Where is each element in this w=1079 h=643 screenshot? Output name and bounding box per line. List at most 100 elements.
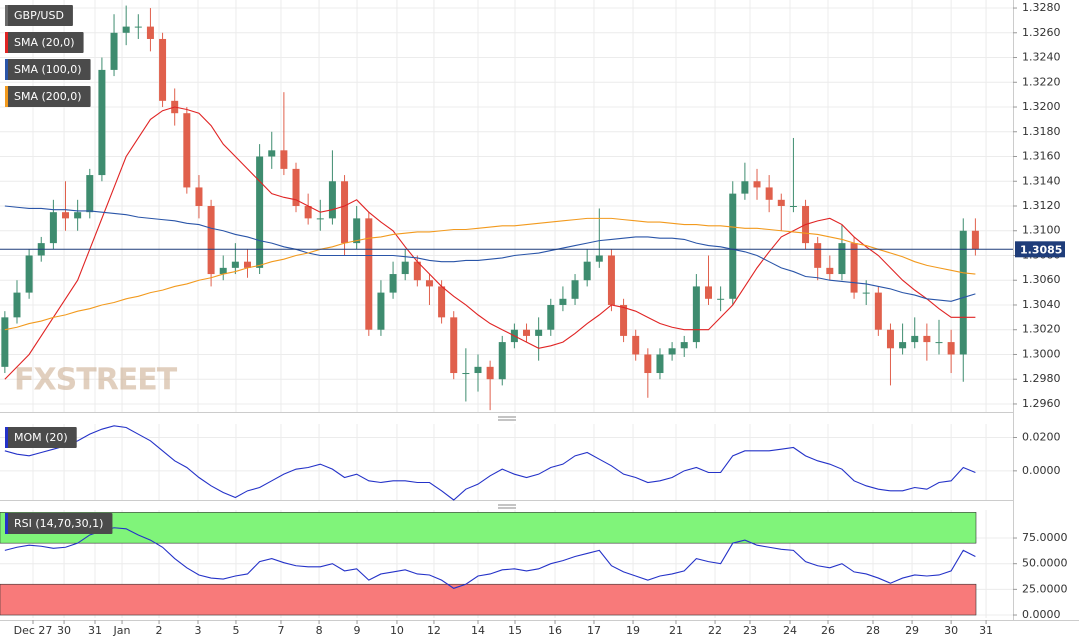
candle-body [523, 329, 531, 336]
candle-body [947, 342, 955, 355]
legend-label: MOM (20) [14, 431, 68, 444]
candle-body [328, 181, 336, 219]
y-tick-label: 1.3060 [1022, 273, 1061, 286]
candle-body [231, 261, 239, 268]
candle-body [365, 218, 373, 330]
x-tick-label: 30 [944, 624, 958, 637]
legend-stripe [5, 5, 8, 26]
candle-body [219, 267, 227, 275]
candle-body [450, 317, 458, 374]
x-tick-label: 26 [821, 624, 835, 637]
candle-body [595, 255, 603, 262]
y-tick-label: 0.0000 [1022, 608, 1061, 621]
candle-body [304, 206, 312, 219]
y-tick-label: 75.0000 [1022, 531, 1068, 544]
x-tick-label: 3 [194, 624, 201, 637]
separator[interactable] [498, 504, 516, 509]
candle-body [729, 193, 737, 299]
legend-stripe [5, 513, 8, 534]
legend-box [5, 86, 91, 107]
legend-stripe [5, 86, 8, 107]
x-tick-label: 22 [708, 624, 722, 637]
candle-body [62, 212, 70, 219]
candle-body [122, 26, 130, 33]
candle-body [911, 335, 919, 343]
last-price-label: 1.3085 [1020, 243, 1062, 256]
y-tick-label: 1.2960 [1022, 397, 1061, 410]
candle-body [353, 218, 361, 244]
candle-body [741, 181, 749, 194]
legend-item: SMA (200,0) [5, 86, 91, 107]
x-tick-label: 21 [669, 624, 683, 637]
sma-line [4, 217, 976, 331]
candle-body [413, 261, 421, 281]
y-tick-label: 1.3140 [1022, 174, 1061, 187]
y-tick-label: 1.3200 [1022, 100, 1061, 113]
candle-body [1, 317, 9, 367]
y-tick-label: 1.3120 [1022, 199, 1061, 212]
candle-body [110, 32, 118, 70]
legend-box [5, 427, 77, 448]
y-tick-label: 1.3180 [1022, 125, 1061, 138]
candle-body [98, 69, 106, 176]
last-price-box [1015, 241, 1065, 258]
x-tick-label: 17 [587, 624, 601, 637]
candle-body [146, 26, 154, 39]
x-tick-label: 24 [783, 624, 797, 637]
candle-body [25, 255, 33, 293]
candle-body [692, 286, 700, 343]
legend-item: SMA (100,0) [5, 59, 91, 80]
legend-stripe [5, 59, 8, 80]
y-tick-label: 0.0200 [1022, 431, 1061, 444]
x-tick-label: 31 [979, 624, 993, 637]
oversold-band [0, 583, 977, 616]
candle-body [777, 199, 785, 206]
y-tick-label: 1.3040 [1022, 298, 1061, 311]
candle-body [280, 150, 288, 169]
candle-body [377, 292, 385, 330]
candle-body [207, 206, 215, 275]
legend-stripe [5, 427, 8, 448]
legend-item: GBP/USD [5, 5, 73, 26]
candle-body [438, 286, 446, 318]
candle-body [620, 304, 628, 336]
x-tick-label: 30 [57, 624, 71, 637]
y-tick-label: 1.3000 [1022, 347, 1061, 360]
x-tick-label: 10 [390, 624, 404, 637]
candle-body [535, 329, 543, 336]
candle-body [13, 292, 21, 318]
x-tick-label: 12 [427, 624, 441, 637]
candle-body [462, 373, 470, 375]
separator[interactable] [498, 416, 516, 421]
legend-label: GBP/USD [14, 9, 64, 22]
candle-body [632, 335, 640, 355]
x-tick-label: 14 [471, 624, 485, 637]
candle-body [971, 230, 979, 250]
overbought-band [0, 512, 977, 544]
candle-body [644, 354, 652, 374]
x-tick-label: 2 [156, 624, 163, 637]
candle-body [717, 298, 725, 300]
y-tick-label: 1.3020 [1022, 323, 1061, 336]
candle-body [86, 175, 94, 213]
panel-title: RSI (14,70,30,1) [5, 513, 113, 534]
x-tick-label: 23 [743, 624, 757, 637]
y-tick-label: 1.3240 [1022, 51, 1061, 64]
watermark: FXSTREET [14, 363, 178, 398]
x-tick-label: 15 [508, 624, 522, 637]
candle-body [474, 366, 482, 374]
sma-line [4, 106, 976, 380]
candle-body [607, 255, 615, 305]
panel-title: MOM (20) [5, 427, 77, 448]
legend-label: SMA (100,0) [14, 63, 82, 76]
legend-label: SMA (20,0) [14, 36, 75, 49]
x-tick-label: 8 [316, 624, 323, 637]
legend-box [5, 513, 113, 534]
y-tick-label: 1.3280 [1022, 1, 1061, 14]
y-tick-label: 50.0000 [1022, 557, 1068, 570]
candle-body [862, 292, 870, 294]
legend-box [5, 5, 73, 26]
candle-body [765, 187, 773, 200]
candle-body [498, 342, 506, 380]
candle-body [341, 181, 349, 244]
